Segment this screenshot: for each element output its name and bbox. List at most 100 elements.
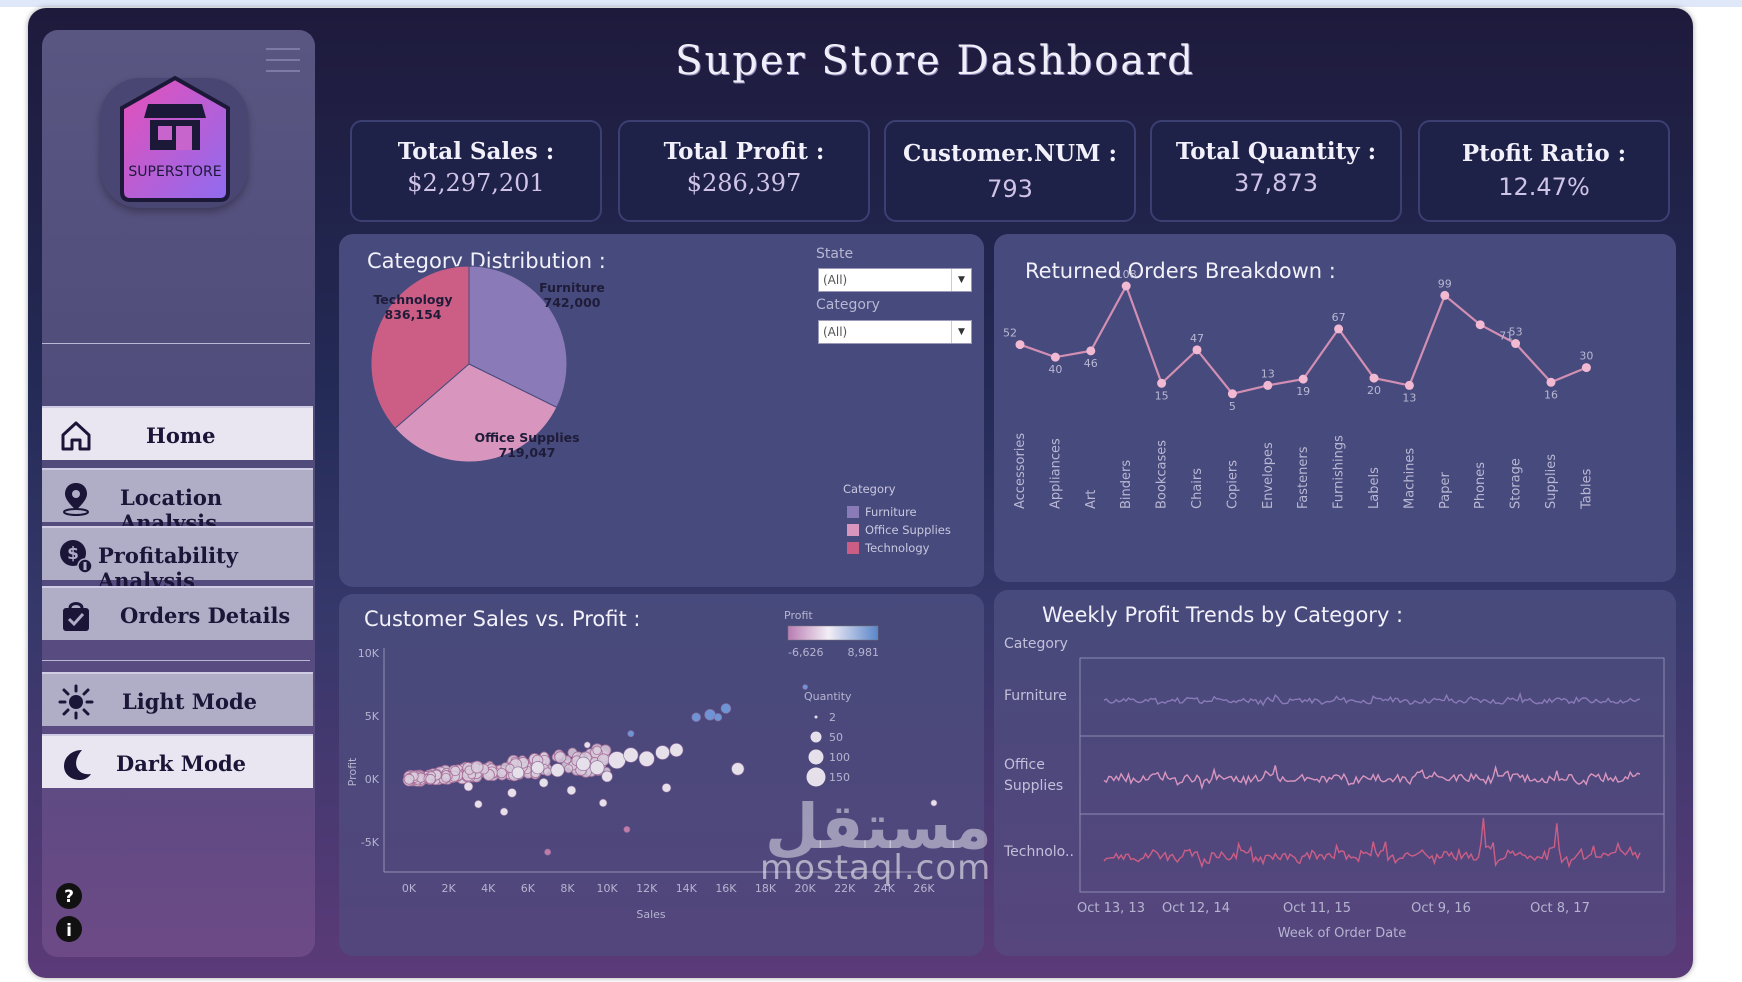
pie-slice-technology (370, 265, 470, 430)
x-tick-label: 2K (442, 882, 457, 895)
home-icon (61, 421, 91, 451)
returned-category-label: Paper (1438, 472, 1453, 509)
kpi-customer-num: Customer.NUM : 793 (884, 120, 1136, 222)
returned-point (1227, 389, 1237, 399)
state-filter-dropdown[interactable]: (All) ▼ (818, 268, 972, 292)
returned-value-label: 5 (1229, 400, 1236, 413)
returned-point (1440, 290, 1450, 300)
returned-value-label: 40 (1048, 363, 1062, 376)
category-filter-value: (All) (823, 325, 848, 339)
legend-title: Category (843, 482, 896, 496)
scatter-point (731, 762, 745, 776)
returned-orders-panel (994, 234, 1676, 582)
scatter-point (627, 730, 635, 738)
scatter-point (511, 766, 525, 779)
returned-value-label: 108 (1116, 268, 1137, 281)
scatter-point (623, 825, 631, 833)
x-axis-label: Week of Order Date (1278, 926, 1407, 941)
kpi-value: $286,397 (686, 169, 802, 197)
returned-category-label: Phones (1473, 462, 1488, 509)
category-filter-label: Category (816, 297, 880, 313)
x-tick-label: 8K (560, 882, 575, 895)
quantity-legend-circle (814, 715, 818, 719)
quantity-legend-title: Quantity (804, 690, 852, 703)
quantity-legend-circle (808, 749, 824, 765)
x-tick-label: 4K (481, 882, 496, 895)
pie-slice-furniture (468, 265, 568, 409)
scatter-point (802, 684, 808, 690)
light-mode-button[interactable]: Light Mode (42, 672, 313, 726)
returned-category-label: Fasteners (1296, 446, 1311, 509)
returned-category-label: Accessories (1013, 433, 1028, 509)
nav-profitability-analysis[interactable]: $ Profitability Analysis (42, 526, 313, 593)
sun-icon (58, 684, 94, 720)
trend-grid (1079, 657, 1665, 893)
y-tick-label: 10K (358, 647, 380, 660)
quantity-legend-label: 50 (829, 731, 843, 744)
nav-orders-details[interactable]: Orders Details (42, 586, 313, 640)
y-axis-label: Profit (346, 757, 359, 786)
scatter-point (576, 756, 591, 772)
svg-text:$: $ (67, 544, 79, 564)
store-icon (144, 104, 206, 150)
returned-category-label: Art (1084, 490, 1099, 509)
returned-category-label: Bookcases (1155, 440, 1170, 509)
scatter-point (608, 751, 626, 769)
x-tick-label: 22K (834, 882, 856, 895)
returned-point (1546, 377, 1556, 387)
scatter-point (403, 773, 415, 785)
dark-mode-button[interactable]: Dark Mode (42, 734, 313, 788)
returned-point (1263, 380, 1273, 390)
kpi-value: 37,873 (1234, 169, 1318, 197)
kpi-label: Total Sales : (397, 138, 555, 165)
scatter-point (463, 781, 474, 792)
kpi-value: $2,297,201 (407, 169, 545, 197)
kpi-total-profit: Total Profit : $286,397 (618, 120, 870, 222)
help-icon[interactable]: ? (55, 882, 83, 910)
returned-point (1298, 374, 1308, 384)
y-tick-label: 5K (365, 710, 380, 723)
scatter-point (583, 741, 591, 749)
x-tick-label: Oct 13, 13 (1077, 901, 1145, 916)
pie-category-label: Office Supplies (474, 430, 579, 445)
moon-icon (64, 750, 91, 780)
state-filter-label: State (816, 246, 854, 262)
scatter-point (496, 767, 507, 779)
quantity-legend-label: 100 (829, 751, 850, 764)
x-tick-label: Oct 11, 15 (1283, 901, 1351, 916)
info-icon[interactable]: i (55, 915, 83, 943)
nav-location-analysis[interactable]: Location Analysis (42, 468, 313, 535)
superstore-logo: SUPERSTORE (120, 75, 230, 202)
scatter-point (655, 745, 670, 760)
x-tick-label: 0K (402, 882, 417, 895)
returned-value-label: 15 (1155, 389, 1169, 402)
returned-category-label: Labels (1367, 467, 1382, 509)
pie-value-label: 742,000 (544, 295, 601, 310)
nav-home-label: Home (146, 423, 216, 448)
nav-home[interactable]: Home (42, 406, 313, 460)
scatter-point (592, 745, 602, 755)
weekly-profit-trend-chart: Category Furniture Office Supplies Technolo.… (1003, 636, 1665, 941)
returned-category-label: Appliances (1048, 438, 1063, 509)
nav-orders-label: Orders Details (120, 603, 291, 628)
scatter-point (554, 751, 567, 764)
hamburger-menu-icon[interactable] (266, 48, 300, 74)
chevron-down-icon: ▼ (951, 269, 971, 291)
category-filter-dropdown[interactable]: (All) ▼ (818, 320, 972, 344)
pie-category-label: Technology (373, 292, 452, 307)
scatter-point (543, 767, 552, 777)
returned-category-label: Supplies (1544, 454, 1559, 509)
pie-value-label: 719,047 (499, 445, 556, 460)
x-tick-label: 6K (521, 882, 536, 895)
kpi-label: Total Profit : (663, 138, 825, 165)
dollar-coin-icon: $ (60, 540, 93, 574)
legend-swatch (847, 524, 859, 536)
kpi-total-sales: Total Sales : $2,297,201 (350, 120, 602, 222)
kpi-value: 12.47% (1498, 173, 1590, 201)
x-tick-label: 14K (676, 882, 698, 895)
returned-value-label: 46 (1084, 357, 1098, 370)
scatter-point (661, 783, 672, 793)
pie-category-label: Furniture (539, 280, 605, 295)
returned-point (1334, 324, 1344, 334)
